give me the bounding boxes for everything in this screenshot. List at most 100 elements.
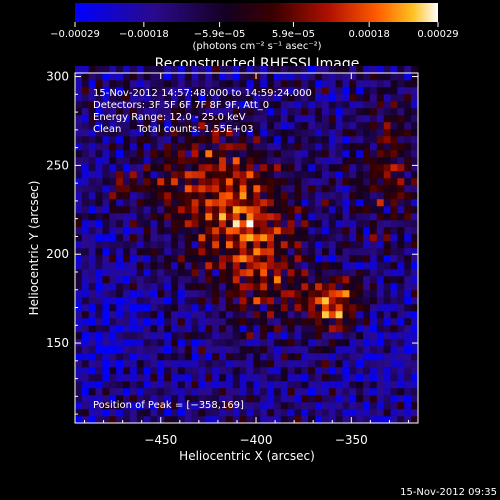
heatmap-cell: [342, 136, 350, 144]
heatmap-cell: [260, 325, 268, 333]
heatmap-cell: [397, 325, 405, 333]
heatmap-cell: [301, 227, 309, 235]
heatmap-cell: [225, 80, 234, 88]
heatmap-cell: [328, 73, 337, 81]
heatmap-cell: [363, 374, 371, 382]
heatmap-cell: [390, 269, 398, 277]
heatmap-cell: [88, 332, 96, 340]
heatmap-cell: [102, 66, 110, 74]
heatmap-cell: [123, 248, 131, 256]
heatmap-cell: [411, 367, 419, 375]
heatmap-cell: [294, 388, 302, 396]
heatmap-cell: [376, 269, 385, 277]
heatmap-cell: [232, 388, 241, 396]
heatmap-cell: [273, 241, 282, 249]
heatmap-cell: [383, 199, 391, 207]
heatmap-cell: [260, 297, 268, 305]
heatmap-cell: [171, 185, 179, 193]
heatmap-cell: [376, 185, 385, 193]
heatmap-cell: [328, 241, 337, 249]
heatmap-cell: [376, 66, 385, 74]
heatmap-cell: [390, 374, 398, 382]
heatmap-cell: [356, 360, 364, 368]
heatmap-cell: [411, 143, 419, 151]
heatmap-cell: [383, 416, 391, 424]
heatmap-cell: [150, 220, 158, 228]
heatmap-cell: [177, 101, 186, 109]
heatmap-cell: [369, 94, 378, 102]
heatmap-cell: [171, 143, 179, 151]
heatmap-cell: [123, 311, 131, 319]
heatmap-cell: [397, 199, 405, 207]
heatmap-cell: [150, 178, 158, 186]
heatmap-cell: [198, 353, 206, 361]
heatmap-cell: [397, 213, 405, 221]
heatmap-cell: [225, 395, 234, 403]
heatmap-cell: [219, 367, 227, 375]
heatmap-cell: [150, 388, 158, 396]
heatmap-cell: [171, 108, 179, 116]
heatmap-cell: [109, 360, 117, 368]
heatmap-cell: [143, 94, 151, 102]
heatmap-cell: [88, 325, 96, 333]
heatmap-cell: [404, 381, 412, 389]
heatmap-cell: [219, 206, 227, 214]
heatmap-cell: [253, 360, 261, 368]
heatmap-cell: [205, 192, 213, 200]
heatmap-cell: [219, 241, 227, 249]
heatmap-cell: [95, 360, 103, 368]
y-tick-label: 200: [46, 247, 69, 261]
heatmap-cell: [315, 66, 323, 74]
heatmap-cell: [404, 73, 412, 81]
heatmap-cell: [75, 262, 83, 270]
heatmap-cell: [411, 234, 419, 242]
heatmap-cell: [363, 129, 371, 137]
heatmap-cell: [184, 304, 193, 312]
heatmap-cell: [109, 374, 117, 382]
heatmap-cell: [198, 409, 206, 417]
heatmap-cell: [184, 206, 193, 214]
heatmap-cell: [280, 206, 289, 214]
heatmap-cell: [267, 388, 275, 396]
heatmap-cell: [383, 150, 391, 158]
heatmap-cell: [177, 136, 186, 144]
heatmap-cell: [191, 108, 199, 116]
heatmap-cell: [321, 276, 330, 284]
heatmap-cell: [116, 325, 124, 333]
heatmap-cell: [253, 381, 261, 389]
heatmap-cell: [363, 360, 371, 368]
heatmap-cell: [177, 143, 186, 151]
heatmap-cell: [232, 318, 241, 326]
heatmap-cell: [328, 311, 337, 319]
heatmap-cell: [75, 220, 83, 228]
heatmap-cell: [164, 367, 172, 375]
heatmap-cell: [164, 332, 172, 340]
peak-position-label: Position of Peak = [−358,169]: [93, 400, 244, 411]
heatmap-cell: [369, 311, 378, 319]
heatmap-cell: [335, 360, 343, 368]
heatmap-cell: [253, 374, 261, 382]
heatmap-cell: [321, 143, 330, 151]
heatmap-cell: [404, 164, 412, 172]
heatmap-cell: [397, 311, 405, 319]
heatmap-cell: [280, 157, 289, 165]
heatmap-cell: [102, 213, 110, 221]
heatmap-cell: [157, 248, 165, 256]
heatmap-cell: [184, 143, 193, 151]
heatmap-cell: [191, 94, 199, 102]
heatmap-cell: [136, 318, 144, 326]
heatmap-cell: [315, 395, 323, 403]
heatmap-cell: [294, 129, 302, 137]
heatmap-cell: [157, 353, 165, 361]
heatmap-cell: [225, 339, 234, 347]
heatmap-cell: [143, 269, 151, 277]
heatmap-cell: [342, 241, 350, 249]
heatmap-cell: [164, 87, 172, 95]
heatmap-cell: [369, 227, 378, 235]
heatmap-cell: [273, 178, 282, 186]
heatmap-cell: [321, 374, 330, 382]
heatmap-cell: [246, 87, 254, 95]
heatmap-cell: [102, 129, 110, 137]
heatmap-cell: [225, 318, 234, 326]
heatmap-cell: [143, 157, 151, 165]
